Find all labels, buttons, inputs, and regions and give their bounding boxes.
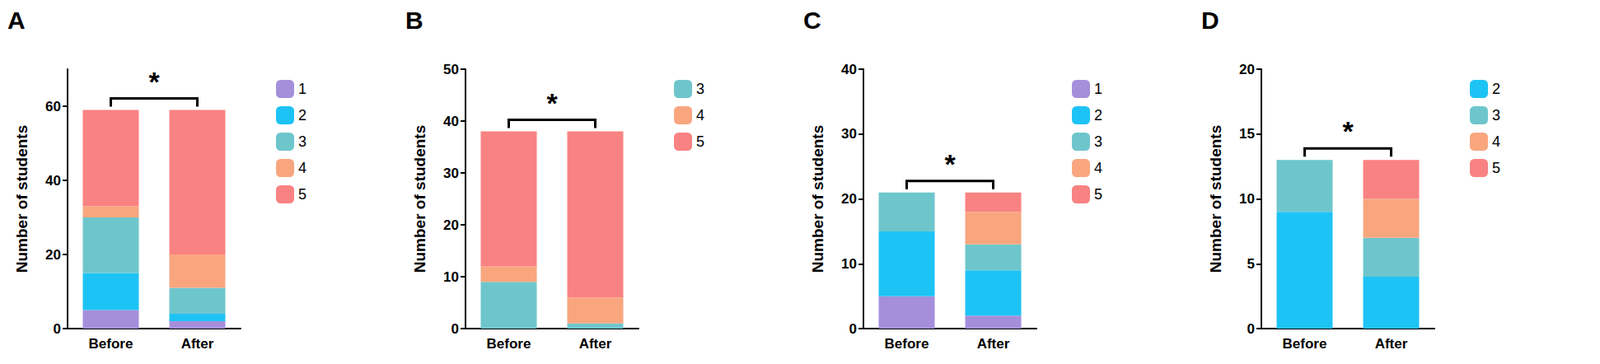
svg-text:4: 4 xyxy=(1094,159,1103,177)
svg-text:1: 1 xyxy=(298,80,307,98)
svg-text:20: 20 xyxy=(841,191,857,207)
svg-text:0: 0 xyxy=(451,321,459,337)
svg-text:Before: Before xyxy=(1282,336,1328,352)
svg-text:10: 10 xyxy=(443,269,459,286)
svg-text:After: After xyxy=(1375,336,1409,352)
svg-text:Number of students: Number of students xyxy=(809,125,827,273)
svg-text:60: 60 xyxy=(45,98,61,115)
svg-text:5: 5 xyxy=(1247,256,1255,272)
svg-text:40: 40 xyxy=(443,113,459,130)
svg-text:5: 5 xyxy=(696,133,705,150)
svg-text:After: After xyxy=(977,336,1011,352)
svg-text:Before: Before xyxy=(884,336,930,352)
svg-text:2: 2 xyxy=(1492,80,1501,98)
svg-text:C: C xyxy=(803,6,822,34)
svg-text:1: 1 xyxy=(1094,80,1103,98)
svg-text:3: 3 xyxy=(1094,133,1103,150)
svg-text:3: 3 xyxy=(298,133,307,150)
svg-text:10: 10 xyxy=(1239,191,1255,207)
svg-text:A: A xyxy=(7,6,26,34)
svg-text:After: After xyxy=(579,336,613,352)
svg-text:0: 0 xyxy=(1247,321,1255,337)
svg-text:30: 30 xyxy=(443,165,459,182)
svg-text:4: 4 xyxy=(1492,133,1501,150)
svg-text:Before: Before xyxy=(88,336,134,352)
svg-text:Number of students: Number of students xyxy=(13,125,31,273)
svg-text:4: 4 xyxy=(298,159,307,177)
svg-text:Before: Before xyxy=(486,336,532,352)
svg-text:*: * xyxy=(148,65,160,98)
svg-text:50: 50 xyxy=(443,61,459,78)
svg-text:3: 3 xyxy=(1492,107,1501,124)
svg-text:B: B xyxy=(405,6,424,34)
svg-text:20: 20 xyxy=(1239,61,1255,78)
svg-text:20: 20 xyxy=(443,217,459,234)
svg-text:5: 5 xyxy=(298,186,307,203)
svg-text:2: 2 xyxy=(298,107,307,124)
svg-text:40: 40 xyxy=(45,173,61,189)
svg-text:40: 40 xyxy=(841,61,857,78)
svg-text:*: * xyxy=(1342,115,1354,147)
svg-text:3: 3 xyxy=(696,80,705,98)
svg-text:Number of students: Number of students xyxy=(1207,125,1225,273)
svg-text:Number of students: Number of students xyxy=(411,125,429,273)
svg-text:30: 30 xyxy=(841,126,857,142)
svg-text:*: * xyxy=(944,148,956,180)
svg-text:5: 5 xyxy=(1094,186,1103,203)
svg-text:0: 0 xyxy=(849,321,857,337)
svg-text:0: 0 xyxy=(53,321,61,337)
svg-text:D: D xyxy=(1201,6,1220,34)
svg-text:15: 15 xyxy=(1239,126,1255,142)
svg-text:After: After xyxy=(181,336,215,352)
svg-text:5: 5 xyxy=(1492,159,1501,177)
svg-text:10: 10 xyxy=(841,256,857,272)
svg-text:2: 2 xyxy=(1094,107,1103,124)
svg-text:20: 20 xyxy=(45,247,61,263)
svg-text:4: 4 xyxy=(696,107,705,124)
svg-text:*: * xyxy=(546,87,558,119)
